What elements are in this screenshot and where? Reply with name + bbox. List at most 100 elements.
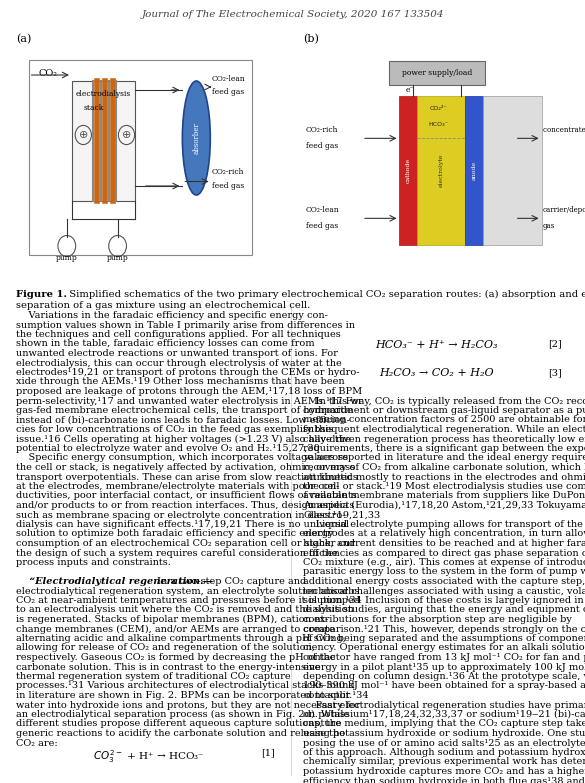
Text: cies for low concentrations of CO₂ in the feed gas exemplify this: cies for low concentrations of CO₂ in th… <box>16 425 333 434</box>
Text: allowing for release of CO₂ and regeneration of the solution,: allowing for release of CO₂ and regenera… <box>16 644 315 652</box>
Text: cathode: cathode <box>405 157 411 183</box>
Text: the cell or stack.¹19 Most electrodialysis studies use commercially: the cell or stack.¹19 Most electrodialys… <box>303 482 585 491</box>
Bar <box>483 96 542 245</box>
Text: technical challenges associated with using a caustic, volatile: technical challenges associated with usi… <box>303 586 585 596</box>
Text: $CO_3^{2-}$ + H⁺ → HCO₃⁻: $CO_3^{2-}$ + H⁺ → HCO₃⁻ <box>93 748 204 765</box>
Text: potassium hydroxide captures more CO₂ and has a higher absorption: potassium hydroxide captures more CO₂ an… <box>303 767 585 776</box>
Text: efficiencies as compared to direct gas phase separation of a dilute: efficiencies as compared to direct gas p… <box>303 549 585 557</box>
Text: requirements, there is a significant gap between the experimental: requirements, there is a significant gap… <box>303 444 585 453</box>
Text: proposed are leakage of protons through the AEM,¹17,18 loss of BPM: proposed are leakage of protons through … <box>16 387 362 396</box>
Text: electrodialysis: electrodialysis <box>75 90 131 98</box>
Text: Journal of The Electrochemical Society, 2020 167 133504: Journal of The Electrochemical Society, … <box>141 10 444 19</box>
Text: processes.¹31 Various architectures of electrodialytical stacks found: processes.¹31 Various architectures of e… <box>16 681 355 691</box>
Text: is regenerated. Stacks of bipolar membranes (BPM), cation ex-: is regenerated. Stacks of bipolar membra… <box>16 615 328 624</box>
Text: electrodialytical regeneration system, an electrolyte solution absorbs: electrodialytical regeneration system, a… <box>16 586 359 596</box>
Text: Figure 1.: Figure 1. <box>16 290 67 299</box>
Text: the cell or stack, is negatively affected by activation, ohmic, or mass: the cell or stack, is negatively affecte… <box>16 463 355 472</box>
Text: water into hydroxide ions and protons, but they are not necessary for: water into hydroxide ions and protons, b… <box>16 701 360 709</box>
Text: recovery of CO₂ from alkaline carbonate solution, which has been: recovery of CO₂ from alkaline carbonate … <box>303 463 585 472</box>
Bar <box>417 96 465 245</box>
Text: an electrodialytical separation process (as shown in Fig. 2d). While: an electrodialytical separation process … <box>16 710 349 719</box>
Text: (a): (a) <box>16 34 32 45</box>
Text: ciency. Operational energy estimates for an alkali solution air: ciency. Operational energy estimates for… <box>303 644 585 652</box>
Text: gas-fed membrane electrochemical cells, the transport of hydroxide: gas-fed membrane electrochemical cells, … <box>16 406 353 415</box>
Text: contactor have ranged from 13 kJ mol⁻¹ CO₂ for fan and pump: contactor have ranged from 13 kJ mol⁻¹ C… <box>303 653 585 662</box>
Text: generic reactions to acidify the carbonate solution and release the: generic reactions to acidify the carbona… <box>16 729 345 738</box>
Text: solution to optimize both faradaic efficiency and specific energy: solution to optimize both faradaic effic… <box>16 529 333 539</box>
Text: (b): (b) <box>303 34 319 45</box>
Text: feed gas: feed gas <box>306 222 338 230</box>
Text: stack: stack <box>83 103 104 111</box>
Text: additional energy costs associated with the capture step, and: additional energy costs associated with … <box>303 577 585 586</box>
Text: carbonate solution. This is in contrast to the energy-intensive: carbonate solution. This is in contrast … <box>16 662 321 672</box>
Text: values reported in literature and the ideal energy requirement for: values reported in literature and the id… <box>303 453 585 463</box>
Text: [3]: [3] <box>548 368 562 377</box>
Text: feed gas: feed gas <box>306 143 338 150</box>
Text: and/or products to or from reaction interfaces. Thus, design aspects: and/or products to or from reaction inte… <box>16 501 355 510</box>
Text: of this approach. Although sodium and potassium hydroxide are: of this approach. Although sodium and po… <box>303 748 585 757</box>
Text: Variations in the faradaic efficiency and specific energy con-: Variations in the faradaic efficiency an… <box>16 311 328 320</box>
Text: attributed mostly to reactions in the electrodes and ohmic losses in: attributed mostly to reactions in the el… <box>303 472 585 482</box>
Text: CO₂²⁻: CO₂²⁻ <box>429 106 447 111</box>
Text: shown in the table, faradaic efficiency losses can come from: shown in the table, faradaic efficiency … <box>16 340 315 348</box>
Text: CO₂-lean: CO₂-lean <box>306 207 339 215</box>
Text: ductivities, poor interfacial contact, or insufficient flows of reactants: ductivities, poor interfacial contact, o… <box>16 492 357 500</box>
Text: different studies propose different aqueous capture solutions, the: different studies propose different aque… <box>16 720 342 728</box>
Text: gas: gas <box>543 222 555 230</box>
Text: Past electrodialytical regeneration studies have primarily focused: Past electrodialytical regeneration stud… <box>303 701 585 709</box>
Text: HCO₃⁻: HCO₃⁻ <box>428 122 448 128</box>
Text: issue.¹16 Cells operating at higher voltages (>1.23 V) also have the: issue.¹16 Cells operating at higher volt… <box>16 435 351 444</box>
Bar <box>29 60 252 255</box>
Bar <box>400 96 417 245</box>
Text: [1]: [1] <box>261 748 275 757</box>
Text: sumption values shown in Table I primarily arise from differences in: sumption values shown in Table I primari… <box>16 320 355 330</box>
Text: in literature are shown in Fig. 2. BPMs can be incorporated to split: in literature are shown in Fig. 2. BPMs … <box>16 691 350 700</box>
Text: Glass.¹19,21,33: Glass.¹19,21,33 <box>303 511 380 519</box>
Text: alternating acidic and alkaline compartments through a pH swing,: alternating acidic and alkaline compartm… <box>16 634 346 643</box>
Text: energy in a pilot plant¹35 up to approximately 100 kJ mol⁻¹ CO₂: energy in a pilot plant¹35 up to approxi… <box>303 662 585 672</box>
Text: electrodes¹19,21 or transport of protons through the CEMs or hydro-: electrodes¹19,21 or transport of protons… <box>16 368 360 377</box>
Text: electrodes at a relatively high concentration, in turn allowing for: electrodes at a relatively high concentr… <box>303 529 585 539</box>
Text: “Electrodialytical regeneration.—: “Electrodialytical regeneration.— <box>16 577 213 586</box>
Text: higher current densities to be reached and at higher faradaic: higher current densities to be reached a… <box>303 539 585 548</box>
Text: chemically similar, previous experimental work has determined that: chemically similar, previous experimenta… <box>303 757 585 767</box>
Text: parasitic energy loss to the system in the form of pump work,: parasitic energy loss to the system in t… <box>303 568 585 576</box>
Text: CO₂: CO₂ <box>39 69 58 78</box>
Text: pump: pump <box>56 254 78 262</box>
Text: meaning concentration factors of 2500 are obtainable for DAC and: meaning concentration factors of 2500 ar… <box>303 416 585 424</box>
Text: carrier/depolarizing: carrier/depolarizing <box>543 207 585 215</box>
Bar <box>465 96 483 245</box>
Text: dialysis studies, arguing that the energy and equipment cost: dialysis studies, arguing that the energ… <box>303 605 585 615</box>
Text: contributions for the absorption step are negligible by: contributions for the absorption step ar… <box>303 615 572 624</box>
Text: H₂CO₃ → CO₂ + H₂O: H₂CO₃ → CO₂ + H₂O <box>379 368 494 378</box>
Text: CO₂-lean: CO₂-lean <box>212 75 245 83</box>
Text: ⊕: ⊕ <box>122 130 131 140</box>
FancyBboxPatch shape <box>389 61 485 85</box>
Text: posing the use of or amino acid salts¹25 as an electrolyte is a variation: posing the use of or amino acid salts¹25… <box>303 738 585 748</box>
Text: the techniques and cell configurations applied. For all techniques: the techniques and cell configurations a… <box>16 330 340 339</box>
Text: such as membrane spacing or electrolyte concentration in electro-: such as membrane spacing or electrolyte … <box>16 511 346 519</box>
Text: compartment or downstream gas-liquid separator as a pure gas,: compartment or downstream gas-liquid sep… <box>303 406 585 415</box>
Text: subsequent electrodialytical regeneration. While an electrochemi-: subsequent electrodialytical regeneratio… <box>303 425 585 434</box>
Text: respectively. Gaseous CO₂ is formed by decreasing the pH of the: respectively. Gaseous CO₂ is formed by d… <box>16 653 335 662</box>
Text: of CO₂ being separated and the assumptions of component effi-: of CO₂ being separated and the assumptio… <box>303 634 585 643</box>
Text: consumption of an electrochemical CO₂ separation cell or stack, and: consumption of an electrochemical CO₂ se… <box>16 539 355 548</box>
Text: using potassium hydroxide or sodium hydroxide. One study pro-: using potassium hydroxide or sodium hydr… <box>303 729 585 738</box>
Text: capture medium, implying that the CO₂ capture step takes place: capture medium, implying that the CO₂ ca… <box>303 720 585 728</box>
Ellipse shape <box>183 81 211 195</box>
Text: potential to electrolyze water and evolve O₂ and H₂.¹15,27,30: potential to electrolyze water and evolv… <box>16 444 320 453</box>
Text: [2]: [2] <box>548 340 562 348</box>
Text: CO₂ mixture (e.g., air). This comes at expense of introducing a: CO₂ mixture (e.g., air). This comes at e… <box>303 558 585 567</box>
Text: electrolyte: electrolyte <box>439 153 443 187</box>
Text: dialysis can have significant effects.¹17,19,21 There is no universal: dialysis can have significant effects.¹1… <box>16 520 349 529</box>
Text: ⊕: ⊕ <box>78 130 88 140</box>
Text: In a two-step CO₂ capture and: In a two-step CO₂ capture and <box>157 577 306 586</box>
Text: solution.¹34 Inclusion of these costs is largely ignored in electro-: solution.¹34 Inclusion of these costs is… <box>303 596 585 605</box>
Text: the design of such a system requires careful consideration of the: the design of such a system requires car… <box>16 549 338 557</box>
Text: xide through the AEMs.¹19 Other loss mechanisms that have been: xide through the AEMs.¹19 Other loss mec… <box>16 377 345 387</box>
Text: separation of a gas mixture using an electrochemical cell.: separation of a gas mixture using an ele… <box>16 301 310 310</box>
Text: Simplified schematics of the two primary electrochemical CO₂ separation routes: : Simplified schematics of the two primary… <box>63 290 585 299</box>
Text: comparison.¹21 This, however, depends strongly on the concentration: comparison.¹21 This, however, depends st… <box>303 625 585 633</box>
Text: perm-selectivity,¹17 and unwanted water electrolysis in AEMs.¹17 For: perm-selectivity,¹17 and unwanted water … <box>16 396 363 406</box>
Text: In this way, CO₂ is typically released from the CO₂ recovery: In this way, CO₂ is typically released f… <box>303 396 585 406</box>
